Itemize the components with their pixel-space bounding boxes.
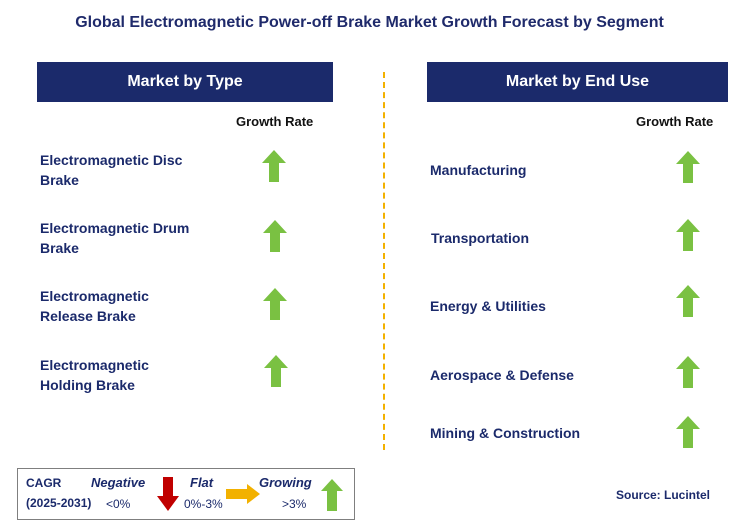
arrow-up-icon xyxy=(262,150,286,182)
type-item-holding-brake: Electromagnetic Holding Brake xyxy=(40,355,149,395)
arrow-right-icon xyxy=(226,484,260,504)
item-line2: Release Brake xyxy=(40,308,136,324)
source-label: Source: Lucintel xyxy=(616,488,711,502)
end-use-item-mining-construction: Mining & Construction xyxy=(430,425,581,441)
type-item-disc-brake: Electromagnetic Disc Brake xyxy=(40,150,182,190)
legend-negative-label: Negative xyxy=(91,475,146,490)
market-by-end-use-header: Market by End Use xyxy=(427,62,728,102)
end-use-item-transportation: Transportation xyxy=(431,230,530,246)
panel-divider xyxy=(383,72,385,450)
legend-flat-range: 0%-3% xyxy=(184,497,223,511)
type-item-release-brake: Electromagnetic Release Brake xyxy=(40,286,149,326)
legend-growing-range: >3% xyxy=(282,497,307,511)
item-line1: Electromagnetic Drum xyxy=(40,220,190,236)
legend-cagr-label: CAGR xyxy=(26,476,62,490)
item-line2: Brake xyxy=(40,240,79,256)
arrow-up-icon xyxy=(676,356,700,388)
legend-growing-label: Growing xyxy=(259,475,312,490)
end-use-item-aerospace-defense: Aerospace & Defense xyxy=(430,367,574,383)
arrow-up-icon xyxy=(676,285,700,317)
end-use-item-manufacturing: Manufacturing xyxy=(430,162,527,178)
market-by-type-header: Market by Type xyxy=(37,62,333,102)
arrow-up-icon xyxy=(264,355,288,387)
arrow-up-icon xyxy=(676,219,700,251)
arrow-up-icon xyxy=(263,288,287,320)
growth-rate-label-left: Growth Rate xyxy=(236,114,314,129)
type-item-drum-brake: Electromagnetic Drum Brake xyxy=(40,218,189,258)
legend-negative-range: <0% xyxy=(106,497,131,511)
arrow-up-icon xyxy=(676,151,700,183)
arrow-down-icon xyxy=(157,477,179,511)
growth-rate-label-right: Growth Rate xyxy=(636,114,714,129)
item-line2: Holding Brake xyxy=(40,377,135,393)
end-use-item-energy-utilities: Energy & Utilities xyxy=(430,298,546,314)
page-title: Global Electromagnetic Power-off Brake M… xyxy=(75,14,664,31)
legend-box: CAGR (2025-2031) Negative <0% Flat 0%-3%… xyxy=(17,468,355,520)
arrow-up-icon xyxy=(321,479,343,511)
item-line1: Electromagnetic Disc xyxy=(40,152,183,168)
item-line1: Electromagnetic xyxy=(40,288,149,304)
legend-flat-label: Flat xyxy=(190,475,214,490)
arrow-up-icon xyxy=(263,220,287,252)
item-line2: Brake xyxy=(40,172,79,188)
legend-period: (2025-2031) xyxy=(26,496,92,510)
arrow-up-icon xyxy=(676,416,700,448)
item-line1: Electromagnetic xyxy=(40,357,149,373)
